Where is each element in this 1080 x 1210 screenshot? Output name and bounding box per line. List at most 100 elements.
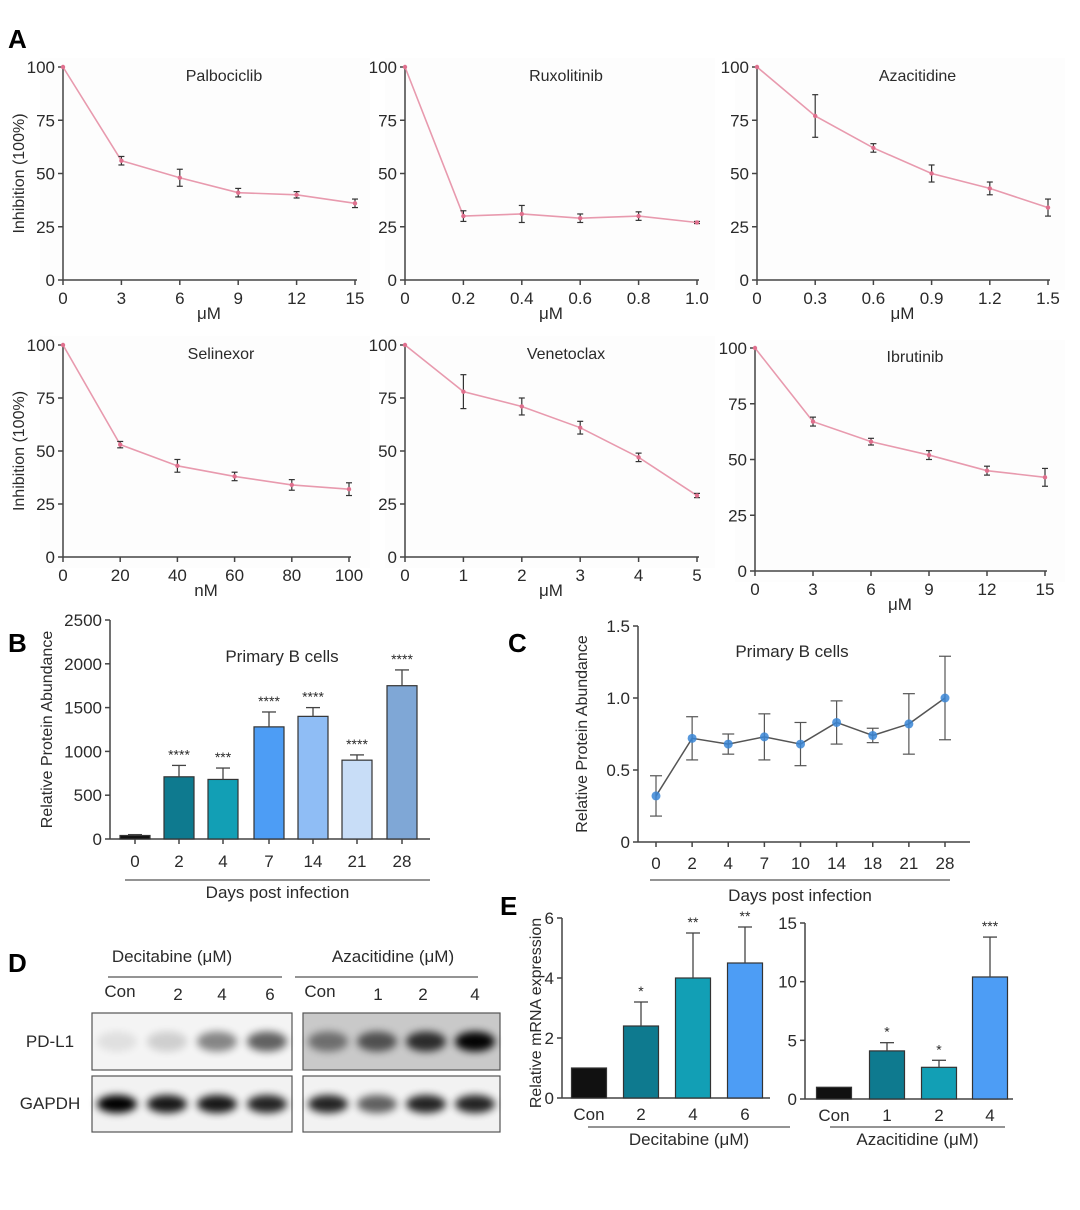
x-tick-label: Con	[573, 1105, 604, 1124]
lane-label: Con	[304, 982, 335, 1001]
data-point	[118, 442, 123, 447]
x-tick-label: 0	[400, 566, 409, 585]
significance-label: *	[884, 1024, 890, 1040]
significance-label: ***	[982, 918, 999, 934]
x-tick-label: 14	[827, 854, 846, 873]
data-point	[177, 175, 182, 180]
y-axis-label: Inhibition (100%)	[11, 113, 28, 233]
significance-label: *	[936, 1041, 942, 1057]
lane-label: 2	[418, 985, 427, 1004]
chart-title: Primary B cells	[735, 642, 848, 661]
significance-label: ***	[215, 749, 232, 765]
data-point	[984, 468, 990, 473]
y-tick-label: 0	[788, 1090, 797, 1109]
chart-title: Ruxolitinib	[529, 68, 603, 85]
blot-band	[147, 1031, 187, 1052]
x-tick-label: 14	[304, 852, 323, 871]
bar	[119, 834, 151, 840]
x-tick-label: 1.5	[1036, 289, 1060, 308]
y-axis-label: Relative mRNA expression	[528, 918, 545, 1108]
significance-label: ****	[168, 746, 190, 762]
x-tick-label: 9	[233, 289, 242, 308]
series-line	[754, 347, 1046, 479]
data-point	[651, 791, 661, 801]
x-tick-label: 2	[517, 566, 526, 585]
y-tick-label: 0	[545, 1089, 554, 1108]
x-axis-label: nM	[194, 581, 218, 600]
bar	[570, 1067, 608, 1099]
plot-background	[735, 340, 1065, 582]
blot-band	[455, 1031, 495, 1052]
chart-title: Selinexor	[188, 346, 255, 363]
data-point	[60, 342, 66, 348]
x-tick-label: 2	[934, 1106, 943, 1125]
y-tick-label: 25	[36, 495, 55, 514]
bar	[920, 1066, 958, 1100]
x-tick-label: 60	[225, 566, 244, 585]
x-tick-label: 0	[651, 854, 660, 873]
y-tick-label: 1000	[64, 742, 102, 761]
blot-band	[406, 1095, 446, 1113]
panel-label-c: C	[508, 628, 527, 658]
significance-label: **	[740, 908, 751, 924]
x-tick-label: 0.6	[862, 289, 886, 308]
y-axis-label: Inhibition (100%)	[11, 391, 28, 511]
data-point	[796, 739, 805, 749]
y-tick-label: 2	[545, 1029, 554, 1048]
data-point	[810, 419, 816, 424]
bar	[868, 1050, 906, 1100]
data-point	[929, 171, 934, 176]
y-tick-label: 0.5	[606, 761, 630, 780]
x-tick-label: 7	[760, 854, 769, 873]
data-point	[868, 730, 878, 740]
x-tick-label: 0	[58, 566, 67, 585]
bar	[207, 778, 239, 840]
x-axis-label: Days post infection	[206, 883, 350, 902]
lane-label: 6	[265, 985, 274, 1004]
blot-band	[97, 1031, 137, 1052]
y-tick-label: 75	[730, 111, 749, 130]
series-line	[404, 66, 698, 224]
y-tick-label: 1.5	[606, 617, 630, 636]
bar	[726, 962, 764, 1099]
y-tick-label: 0	[46, 548, 55, 567]
data-point	[578, 216, 583, 221]
data-point	[759, 732, 769, 742]
y-tick-label: 50	[36, 442, 55, 461]
y-tick-label: 100	[27, 58, 55, 77]
y-tick-label: 100	[27, 336, 55, 355]
plot-background	[385, 336, 715, 568]
x-tick-label: 4	[985, 1106, 994, 1125]
chart-title: Primary B cells	[225, 647, 338, 666]
y-tick-label: 100	[721, 58, 749, 77]
significance-label: ****	[302, 689, 324, 705]
chart-title: Venetoclax	[527, 346, 605, 363]
y-tick-label: 50	[378, 165, 397, 184]
blot-band	[197, 1095, 237, 1113]
significance-label: ****	[346, 736, 368, 752]
data-point	[352, 201, 358, 206]
y-axis-label: Relative Protein Abundance	[574, 635, 591, 833]
bar	[815, 1086, 853, 1100]
y-tick-label: 25	[730, 218, 749, 237]
x-tick-label: 100	[335, 566, 363, 585]
chart-title: Azacitidine	[879, 68, 956, 85]
y-tick-label: 1500	[64, 699, 102, 718]
y-tick-label: 2000	[64, 655, 102, 674]
blot-band	[247, 1095, 287, 1113]
x-tick-label: 0.3	[803, 289, 827, 308]
x-tick-label: 6	[740, 1105, 749, 1124]
x-tick-label: 0	[58, 289, 67, 308]
data-point	[519, 211, 524, 217]
y-tick-label: 10	[778, 973, 797, 992]
series-line	[756, 66, 1049, 209]
chart-title: Palbociclib	[186, 68, 263, 85]
x-tick-label: Con	[818, 1106, 849, 1125]
gapdh-row-label: GAPDH	[20, 1094, 80, 1113]
plot-background	[40, 58, 370, 290]
y-tick-label: 75	[36, 111, 55, 130]
y-tick-label: 500	[74, 786, 102, 805]
blot-band	[97, 1095, 137, 1113]
data-point	[813, 113, 818, 119]
